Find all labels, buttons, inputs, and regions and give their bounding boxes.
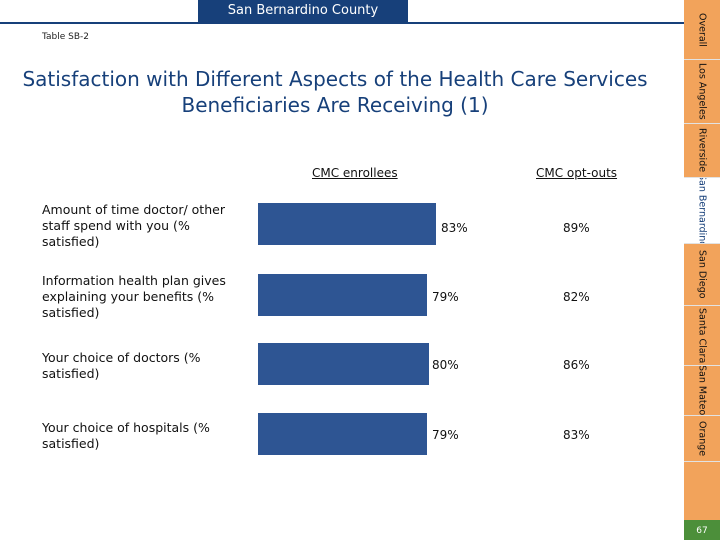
top-rule (0, 22, 684, 24)
value-optouts-3: 86% (563, 358, 590, 372)
row-label-1: Amount of time doctor/ other staff spend… (42, 202, 225, 249)
side-tab-riverside[interactable]: Riverside (684, 124, 720, 178)
side-tab-santa-clara[interactable]: Santa Clara (684, 306, 720, 366)
bar-enrollees-1 (258, 203, 436, 245)
table-id: Table SB-2 (42, 32, 89, 42)
page-title: Satisfaction with Different Aspects of t… (22, 67, 648, 117)
side-tab-san-diego[interactable]: San Diego (684, 244, 720, 306)
value-enrollees-2: 79% (432, 290, 459, 304)
side-tab-san-bernardino-label: San Bernardino (696, 178, 708, 244)
bar-enrollees-3 (258, 343, 429, 385)
county-banner: San Bernardino County (198, 0, 408, 22)
side-tab-riverside-label: Riverside (696, 128, 708, 173)
value-enrollees-4: 79% (432, 428, 459, 442)
row-label-4: Your choice of hospitals (% satisfied) (42, 420, 210, 451)
side-tab-orange[interactable]: Orange (684, 416, 720, 462)
side-tab-overall[interactable]: Overall (684, 0, 720, 60)
value-optouts-1: 89% (563, 221, 590, 235)
county-sidebar: Overall Los Angeles Riverside San Bernar… (684, 0, 720, 540)
value-optouts-4: 83% (563, 428, 590, 442)
side-tab-santa-clara-label: Santa Clara (696, 307, 708, 364)
sidebar-filler (684, 462, 720, 520)
side-tab-los-angeles[interactable]: Los Angeles (684, 60, 720, 124)
side-tab-san-bernardino[interactable]: San Bernardino (684, 178, 720, 244)
row-label-3: Your choice of doctors (% satisfied) (42, 350, 201, 381)
side-tab-san-mateo-label: San Mateo (696, 366, 708, 416)
side-tab-san-mateo[interactable]: San Mateo (684, 366, 720, 416)
column-header-optouts: CMC opt-outs (536, 166, 618, 180)
column-header-enrollees: CMC enrollees (312, 166, 398, 180)
value-optouts-2: 82% (563, 290, 590, 304)
value-enrollees-1: 83% (441, 221, 468, 235)
side-tab-overall-label: Overall (696, 12, 708, 47)
side-tab-los-angeles-label: Los Angeles (696, 63, 708, 120)
side-tab-san-diego-label: San Diego (696, 250, 708, 299)
bar-enrollees-4 (258, 413, 427, 455)
page-number: 67 (684, 520, 720, 540)
value-enrollees-3: 80% (432, 358, 459, 372)
bar-enrollees-2 (258, 274, 427, 316)
row-label-2: Information health plan gives explaining… (42, 273, 226, 320)
side-tab-orange-label: Orange (696, 420, 708, 457)
